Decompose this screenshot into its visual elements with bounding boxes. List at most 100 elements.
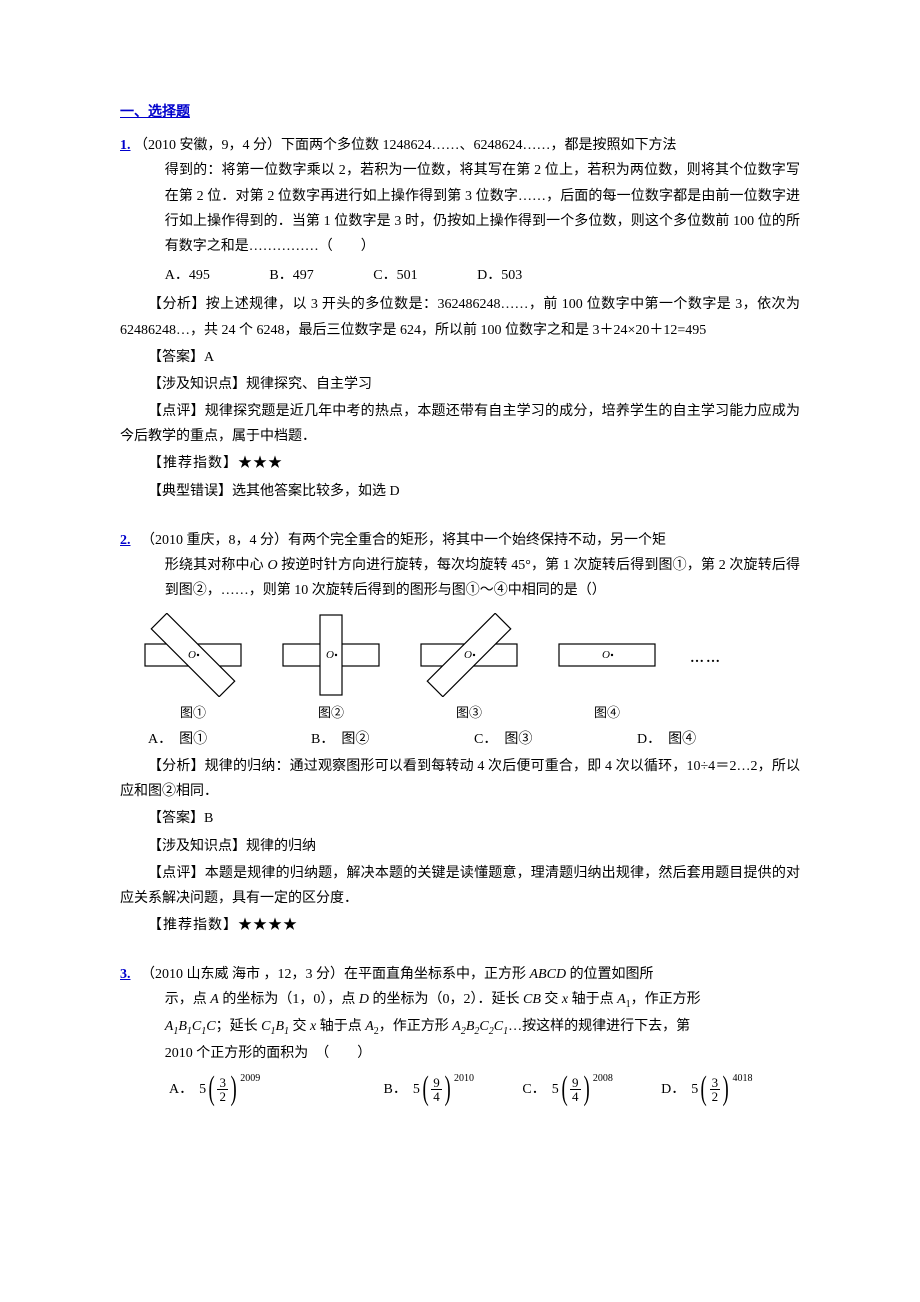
q2-line1: （2010 重庆，8，4 分）有两个完全重合的矩形，将其中一个始终保持不动，另一… — [141, 533, 666, 548]
q2-answer: 【答案】B — [120, 806, 800, 831]
q3-opt-c: C． 5 ( 94 ) 2008 — [522, 1072, 661, 1106]
q3-b-coef: 5 — [413, 1077, 420, 1102]
q3-a-letter: A． — [169, 1077, 193, 1102]
figure-dots: …… — [690, 646, 722, 691]
q2-figures: O 图① O 图② O — [138, 613, 800, 724]
svg-text:O: O — [326, 649, 334, 661]
q1-line2: 得到的：将第一位数字乘以 2，若积为一位数，将其写在第 2 位上，若积为两位数，… — [120, 158, 800, 259]
q3-line1: （2010 山东威 海市 ，12，3 分）在平面直角坐标系中，正方形 — [141, 967, 530, 982]
question-3: 3. （2010 山东威 海市 ，12，3 分）在平面直角坐标系中，正方形 A B… — [120, 962, 800, 1106]
q3-A1: A — [617, 992, 626, 1007]
q3-t2: 的坐标为（1，0），点 — [219, 992, 359, 1007]
figure-3: O 图③ — [414, 613, 524, 724]
q3-D: D — [359, 992, 369, 1007]
q3-t9: 轴于点 — [316, 1019, 365, 1034]
figure-4: O 图④ — [552, 613, 662, 724]
figure-3-caption: 图③ — [456, 701, 482, 724]
q1-options: A．495 B．497 C．501 D．503 — [120, 263, 800, 288]
q1-answer: 【答案】A — [120, 345, 800, 370]
svg-text:O: O — [464, 649, 472, 661]
question-1: 1. （2010 安徽，9，4 分）下面两个多位数 1248624……、6248… — [120, 133, 800, 504]
rparen-icon: ) — [723, 1072, 729, 1106]
q3-c-frac: 94 — [570, 1076, 581, 1103]
q3-d-exp: 4018 — [732, 1070, 752, 1088]
q2-analysis: 【分析】规律的归纳：通过观察图形可以看到每转动 4 次后便可重合，即 4 次以循… — [120, 754, 800, 804]
q1-line1: （2010 安徽，9，4 分）下面两个多位数 1248624……、6248624… — [134, 138, 677, 153]
q3-b-frac: 94 — [431, 1076, 442, 1103]
q2-opt-a: A． 图① — [148, 727, 311, 752]
q3-a-exp: 2009 — [240, 1070, 260, 1088]
q3-d-letter: D． — [661, 1077, 685, 1102]
q2-line2a: 形绕其对称中心 — [165, 558, 268, 573]
figure-2-svg: O — [276, 613, 386, 697]
q3-t11: …按这样的规律进行下去，第 — [508, 1019, 690, 1034]
q1-recommendation: 【推荐指数】★★★ — [120, 451, 800, 476]
rparen-icon: ) — [231, 1072, 237, 1106]
q2-opt-d: D． 图④ — [637, 727, 800, 752]
q3-t4: 交 — [541, 992, 562, 1007]
q3-A2B2C2C1: A2B2C2C1 — [452, 1019, 508, 1034]
figure-4-caption: 图④ — [594, 701, 620, 724]
figure-1-caption: 图① — [180, 701, 206, 724]
q3-t7: ；延长 — [216, 1019, 262, 1034]
figure-3-svg: O — [414, 613, 524, 697]
q3-b-letter: B． — [384, 1077, 407, 1102]
q2-comment: 【点评】本题是规律的归纳题，解决本题的关键是读懂题意，理清题归纳出规律，然后套用… — [120, 861, 800, 911]
q2-recommendation: 【推荐指数】★★★★ — [120, 913, 800, 938]
q3-c-coef: 5 — [552, 1077, 559, 1102]
q3-c-letter: C． — [522, 1077, 545, 1102]
q3-d-frac: 32 — [710, 1076, 721, 1103]
figure-2: O 图② — [276, 613, 386, 724]
lparen-icon: ( — [422, 1072, 428, 1106]
q3-t6: ，作正方形 — [631, 992, 701, 1007]
q1-opt-c: C．501 — [373, 263, 417, 288]
q2-options: A． 图① B． 图② C． 图③ D． 图④ — [120, 727, 800, 752]
rparen-icon: ) — [444, 1072, 450, 1106]
lparen-icon: ( — [701, 1072, 707, 1106]
q3-d-coef: 5 — [691, 1077, 698, 1102]
q3-t5: 轴于点 — [568, 992, 617, 1007]
q3-options: A． 5 ( 32 ) 2009 B． 5 ( 94 ) 2010 C． 5 (… — [120, 1072, 800, 1106]
q2-italic-O: O — [267, 558, 277, 573]
q3-number: 3. — [120, 967, 131, 982]
q1-knowledge-points: 【涉及知识点】规律探究、自主学习 — [120, 372, 800, 397]
figure-1-svg: O — [138, 613, 248, 697]
q3-b-exp: 2010 — [454, 1070, 474, 1088]
q3-opt-b: B． 5 ( 94 ) 2010 — [384, 1072, 523, 1106]
q1-number: 1. — [120, 138, 131, 153]
q1-opt-a: A．495 — [165, 263, 210, 288]
section-title: 一、选择题 — [120, 100, 800, 125]
q2-knowledge-points: 【涉及知识点】规律的归纳 — [120, 834, 800, 859]
q3-A1B1C1C: A1B1C1C — [165, 1019, 216, 1034]
figure-2-caption: 图② — [318, 701, 344, 724]
q3-t1: 示，点 — [165, 992, 211, 1007]
q3-t8: 交 — [289, 1019, 310, 1034]
q2-line2: 形绕其对称中心 O 按逆时针方向进行旋转，每次均旋转 45°，第 1 次旋转后得… — [120, 553, 800, 603]
q3-line3: A1B1C1C；延长 C1B1 交 x 轴于点 A2，作正方形 A2B2C2C1… — [120, 1014, 800, 1041]
svg-text:O: O — [188, 649, 196, 661]
q3-line1b: 的位置如图所 — [566, 967, 654, 982]
figure-1: O 图① — [138, 613, 248, 724]
q1-typical-error: 【典型错误】选其他答案比较多，如选 D — [120, 479, 800, 504]
q3-a-frac: 32 — [217, 1076, 228, 1103]
figure-4-svg: O — [552, 613, 662, 697]
q3-opt-d: D． 5 ( 32 ) 4018 — [661, 1072, 800, 1106]
q3-CB: CB — [523, 992, 541, 1007]
q3-A: A — [210, 992, 219, 1007]
q1-comment: 【点评】规律探究题是近几年中考的热点，本题还带有自主学习的成分，培养学生的自主学… — [120, 399, 800, 449]
q3-c-exp: 2008 — [593, 1070, 613, 1088]
q2-opt-c: C． 图③ — [474, 727, 637, 752]
q3-C1B1: C1B1 — [261, 1019, 289, 1034]
question-2: 2. （2010 重庆，8，4 分）有两个完全重合的矩形，将其中一个始终保持不动… — [120, 528, 800, 938]
q3-A2: A — [365, 1019, 374, 1034]
q3-t3: 的坐标为（0，2）．延长 — [369, 992, 523, 1007]
rparen-icon: ) — [583, 1072, 589, 1106]
q3-line4: 2010 个正方形的面积为 （ ） — [120, 1041, 800, 1066]
q2-opt-b: B． 图② — [311, 727, 474, 752]
q2-number: 2. — [120, 533, 131, 548]
q1-analysis: 【分析】按上述规律，以 3 开头的多位数是：362486248……，前 100 … — [120, 292, 800, 342]
lparen-icon: ( — [561, 1072, 567, 1106]
svg-text:O: O — [602, 649, 610, 661]
q1-opt-d: D．503 — [477, 263, 522, 288]
q3-opt-a: A． 5 ( 32 ) 2009 — [169, 1072, 384, 1106]
